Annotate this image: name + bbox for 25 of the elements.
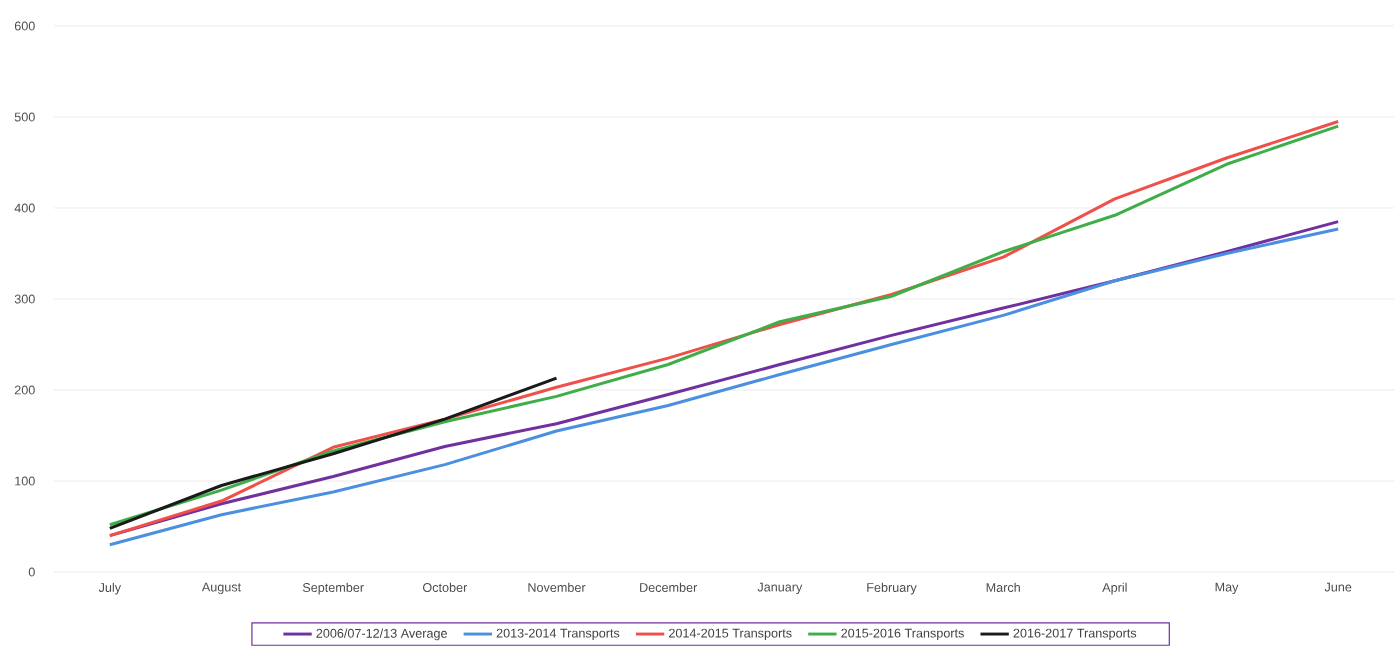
x-tick-label: November (528, 582, 586, 592)
x-tick-label: April (1102, 582, 1127, 595)
line-series (108, 376, 559, 530)
legend-label: 2016-2017 Transports (1013, 628, 1137, 641)
x-tick-label: June (1324, 582, 1352, 592)
x-tick-label: December (640, 582, 698, 592)
y-tick-label: 400 (14, 203, 35, 213)
y-tick-label: 200 (14, 385, 35, 395)
y-tick-label: 300 (14, 294, 35, 304)
x-tick-label: May (1215, 582, 1239, 594)
x-tick-label: August (201, 582, 242, 594)
legend-label: 2006/07-12/13 Average (316, 628, 447, 641)
x-tick-label: March (986, 582, 1020, 592)
legend-label: 2013-2014 Transports (496, 628, 620, 641)
x-tick-label: February (867, 582, 917, 595)
x-tick-label: January (757, 582, 803, 594)
legend-label: 2015-2016 Transports (841, 628, 964, 641)
x-tick-label: July (98, 582, 122, 595)
y-tick-label: 500 (14, 112, 35, 122)
y-tick-label: 0 (28, 567, 35, 577)
x-tick-label: September (302, 582, 364, 595)
x-tick-label: October (423, 582, 468, 592)
y-tick-label: 600 (14, 21, 35, 31)
legend-label: 2014-2015 Transports (669, 628, 792, 641)
y-tick-label: 100 (15, 476, 35, 486)
